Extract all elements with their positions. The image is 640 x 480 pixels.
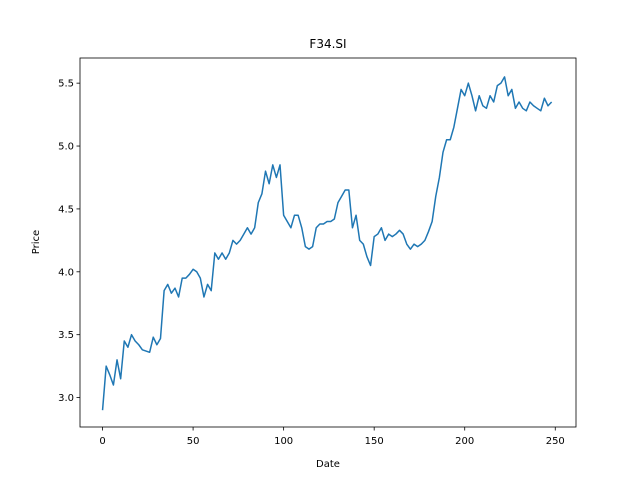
x-tick-label: 150 — [365, 436, 384, 447]
x-tick-label: 50 — [187, 436, 200, 447]
y-tick-label: 5.0 — [58, 142, 74, 153]
y-axis-label: Price — [31, 230, 42, 254]
x-axis-label: Date — [316, 459, 340, 470]
x-tick-label: 200 — [455, 436, 474, 447]
x-tick-label: 0 — [99, 436, 105, 447]
chart-title: F34.SI — [309, 37, 346, 51]
y-tick-label: 4.5 — [58, 204, 74, 215]
y-tick-label: 4.0 — [58, 267, 74, 278]
x-tick-label: 100 — [274, 436, 293, 447]
plot-frame — [79, 57, 577, 428]
y-tick-label: 3.5 — [58, 330, 74, 341]
y-tick-label: 5.5 — [58, 79, 74, 90]
y-tick-label: 3.0 — [58, 393, 74, 404]
price-line — [101, 76, 553, 411]
x-tick-label: 250 — [546, 436, 565, 447]
